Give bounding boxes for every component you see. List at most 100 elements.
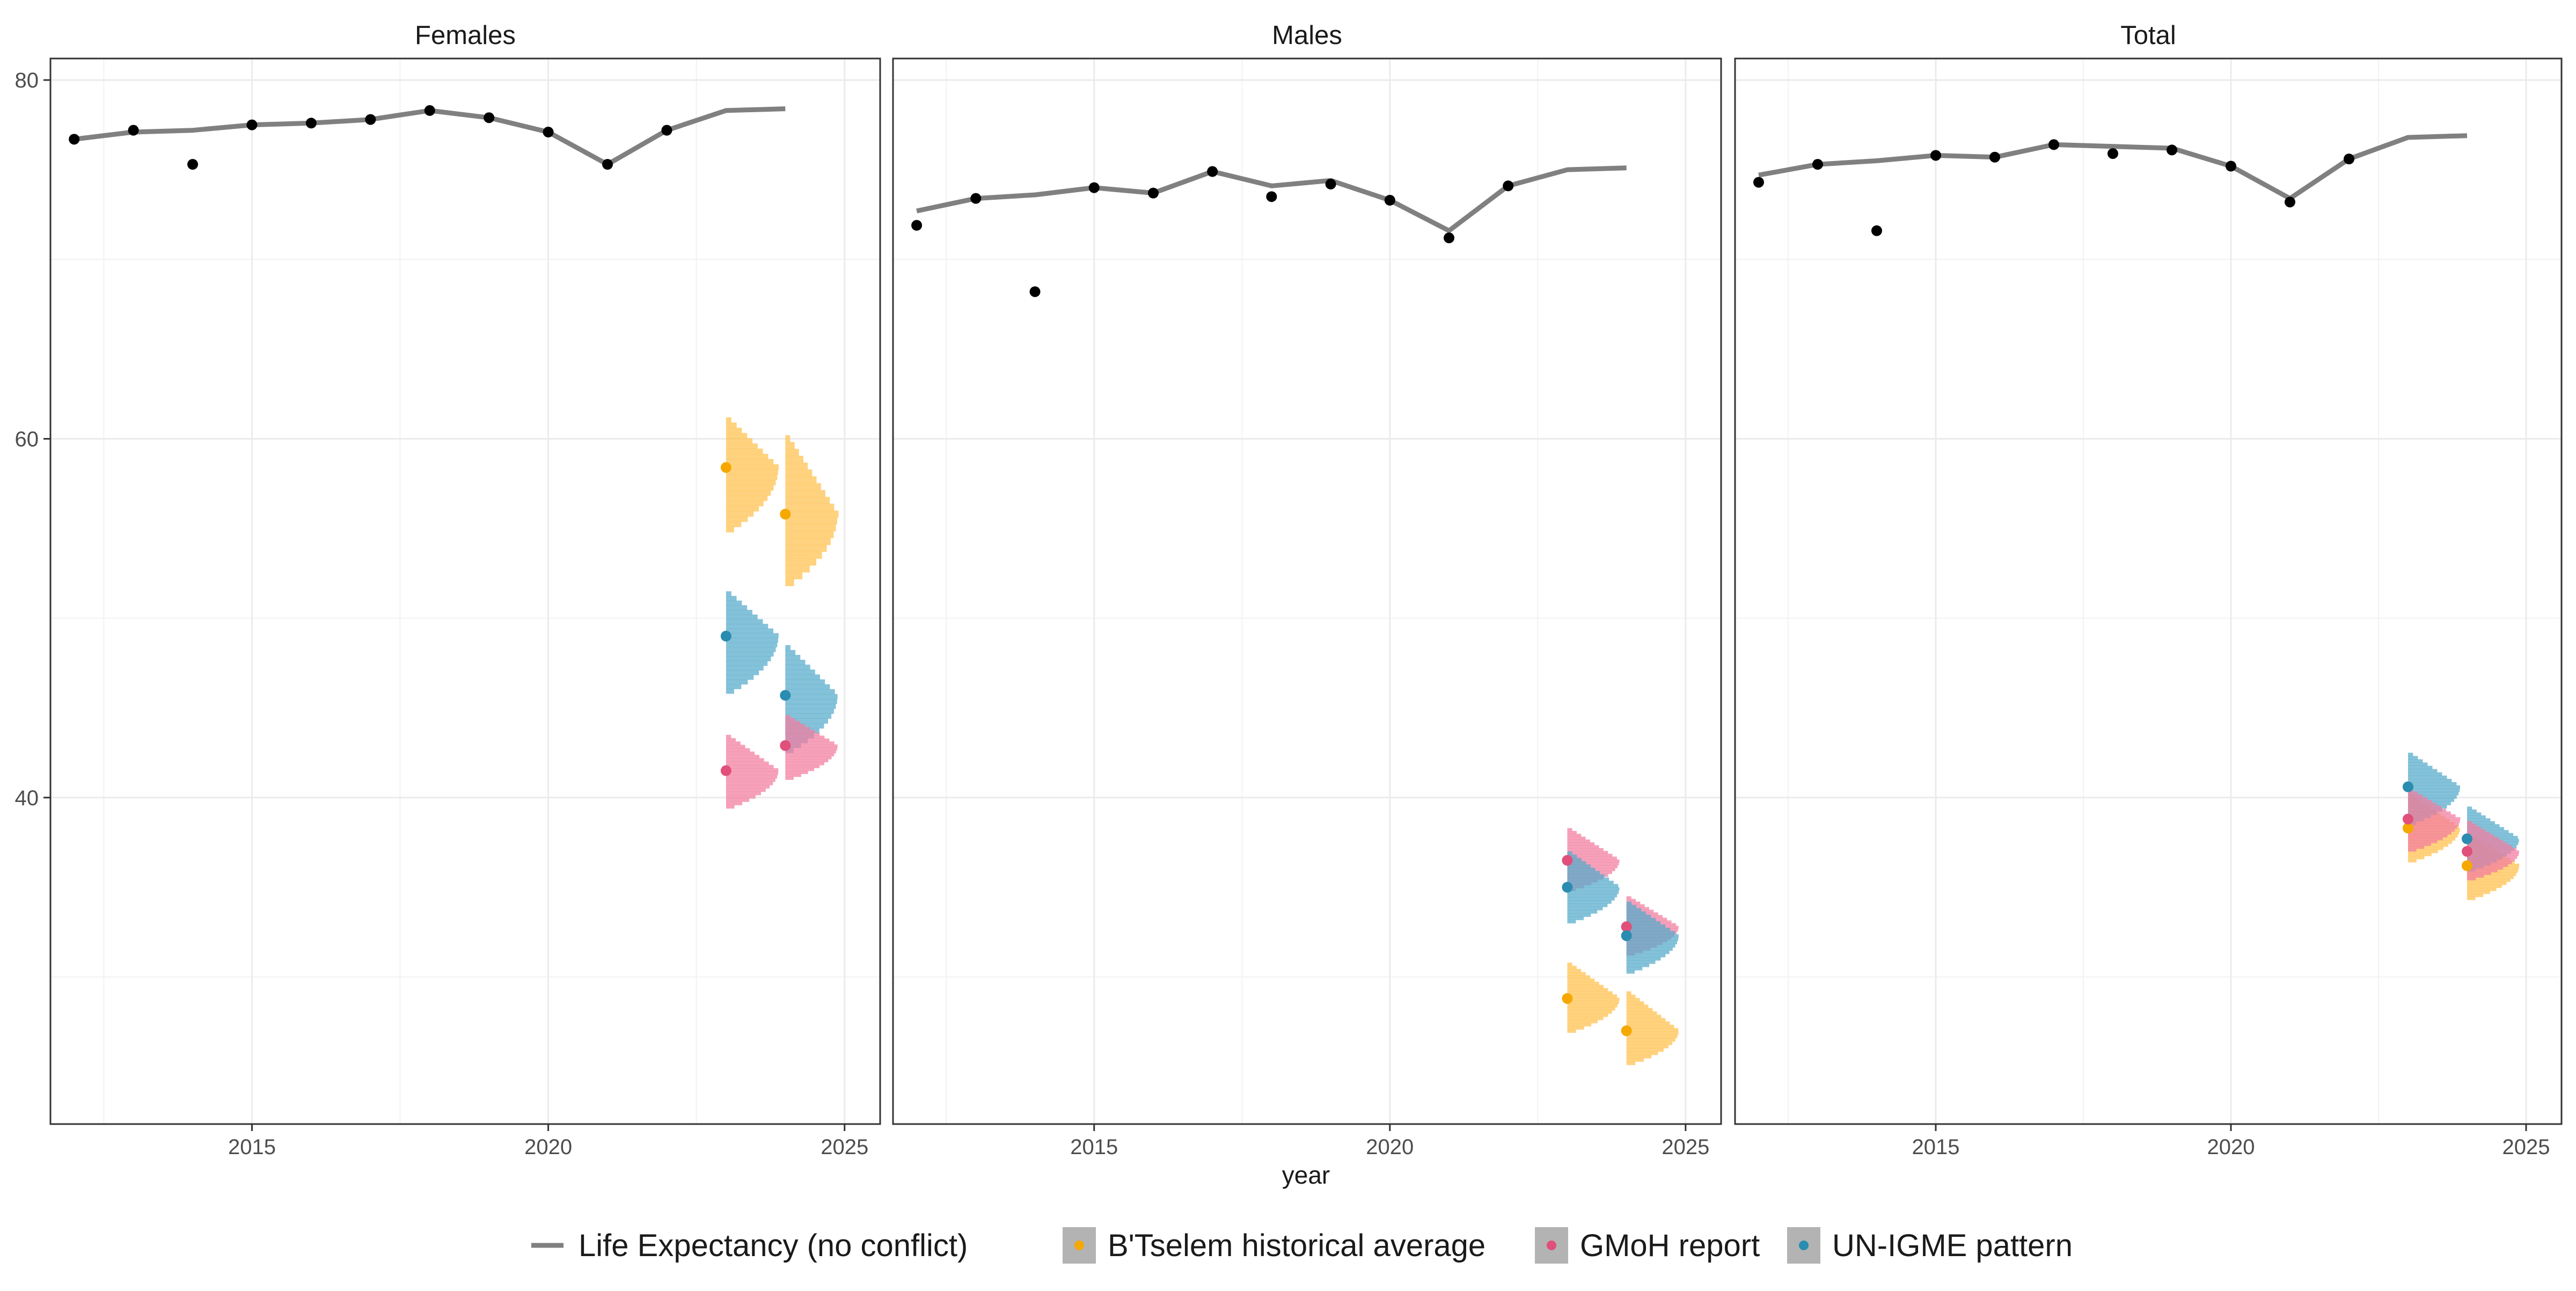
- observed-point: [1503, 180, 1514, 192]
- distribution-bar: [785, 572, 803, 580]
- distribution-gmoh-report-2023: [2408, 789, 2461, 852]
- distribution-bar: [785, 654, 801, 660]
- distribution-bar: [726, 417, 731, 423]
- distribution-bar: [1626, 1011, 1657, 1015]
- distribution-bar: [726, 748, 750, 752]
- distribution-bar: [1567, 991, 1613, 995]
- distribution-bar: [1626, 1024, 1674, 1029]
- distribution-bar: [1567, 1001, 1619, 1004]
- distribution-bar: [1567, 984, 1604, 989]
- distribution-bar: [785, 483, 821, 491]
- distribution-bar: [2408, 845, 2424, 849]
- distribution-bar: [1567, 900, 1612, 904]
- distribution-bar: [2467, 845, 2512, 848]
- distribution-bar: [726, 755, 760, 758]
- distribution-bar: [2408, 775, 2447, 779]
- distribution-bar: [2467, 894, 2484, 898]
- distribution-bar: [1626, 918, 1656, 922]
- distribution-bar: [2467, 848, 2517, 851]
- distribution-bar: [726, 741, 741, 746]
- distribution-bar: [2408, 820, 2460, 823]
- distribution-bar: [1567, 966, 1577, 969]
- distribution-bar: [1567, 887, 1620, 891]
- legend-key-point: [1074, 1241, 1084, 1250]
- legend-item-b-tselem-historical-average: B'Tselem historical average: [1063, 1227, 1485, 1264]
- distribution-bar: [726, 591, 731, 596]
- distribution-bar: [726, 788, 766, 792]
- distribution-bar: [1567, 830, 1577, 834]
- distribution-bar: [785, 776, 794, 780]
- distribution-bar: [1567, 1013, 1608, 1017]
- distribution-bar: [726, 768, 779, 772]
- x-tick-label: 2015: [1912, 1135, 1960, 1159]
- distribution-bar: [1626, 944, 1675, 948]
- legend-label: B'Tselem historical average: [1108, 1228, 1485, 1263]
- distribution-bar: [2408, 797, 2427, 800]
- distribution-bar: [726, 778, 775, 782]
- observed-point: [970, 193, 982, 204]
- distribution-bar: [2408, 791, 2418, 795]
- distribution-bar: [2408, 852, 2432, 857]
- distribution-bar: [785, 538, 831, 545]
- distribution-bar: [726, 638, 778, 643]
- y-tick-label: 80: [15, 69, 39, 92]
- observed-point: [2107, 148, 2118, 159]
- panel-border: [49, 57, 881, 1125]
- distribution-bar: [1626, 964, 1650, 967]
- distribution-bar: [1567, 848, 1604, 851]
- distribution-bar: [726, 794, 756, 799]
- distribution-bar: [785, 531, 834, 538]
- legend-item-gmoh-report: GMoH report: [1535, 1227, 1760, 1264]
- distribution-bar: [1626, 970, 1635, 974]
- distribution-bar: [785, 497, 830, 504]
- distribution-bar: [726, 764, 774, 769]
- distribution-bar: [785, 735, 825, 739]
- distribution-bar: [2408, 831, 2451, 835]
- observed-point: [246, 119, 258, 130]
- distribution-bar: [726, 521, 742, 528]
- distribution-bar: [1567, 897, 1615, 901]
- observed-point: [1325, 178, 1336, 189]
- scenario-point-gmoh-report: [1562, 855, 1573, 866]
- distribution-bar: [1626, 905, 1637, 909]
- distribution-bar: [1626, 1015, 1662, 1019]
- distribution-bar: [1626, 937, 1679, 942]
- distribution-bar: [1626, 1028, 1679, 1032]
- distribution-bar: [1626, 950, 1670, 954]
- distribution-bar: [2467, 832, 2490, 835]
- distribution-bar: [1567, 1023, 1592, 1027]
- facet-males: Males 2015 2020 2025: [892, 16, 1722, 1159]
- x-tick-label: 2025: [1662, 1135, 1709, 1159]
- distribution-bar: [785, 669, 815, 675]
- distribution-bar: [785, 660, 806, 665]
- x-axis: 2015 2020 2025: [1070, 1124, 1709, 1159]
- distribution-bar: [726, 469, 778, 475]
- facet-title: Males: [1272, 21, 1342, 50]
- distribution-bar: [726, 670, 759, 675]
- observed-point: [1384, 194, 1395, 206]
- distribution-bar: [785, 759, 829, 763]
- scenario-point-b-tselem-historical-average: [2403, 822, 2413, 834]
- distribution-bar: [726, 500, 764, 507]
- distribution-bar: [1567, 1004, 1618, 1008]
- distribution-bar: [726, 506, 759, 512]
- distribution-bar: [1567, 877, 1609, 881]
- distribution-bar: [726, 661, 768, 666]
- distribution-bar: [2408, 765, 2433, 770]
- distribution-bar: [1567, 1010, 1612, 1014]
- distribution-bar: [785, 694, 838, 699]
- distribution-bar: [1567, 962, 1572, 966]
- distribution-bar: [1567, 994, 1618, 998]
- observed-point: [1444, 232, 1455, 244]
- distribution-bar: [785, 768, 815, 771]
- facet-females: Females 2015 2020 2025 40 60 80: [15, 16, 881, 1159]
- y-tick-label: 40: [15, 786, 39, 810]
- distribution-bar: [1626, 953, 1666, 958]
- distribution-bar: [1567, 834, 1582, 837]
- distribution-bar: [785, 565, 810, 573]
- distribution-b-tselem-historical-average-2024: [785, 435, 839, 586]
- distribution-bar: [1567, 997, 1620, 1001]
- distribution-bar: [2467, 876, 2514, 879]
- observed-point: [2048, 139, 2059, 150]
